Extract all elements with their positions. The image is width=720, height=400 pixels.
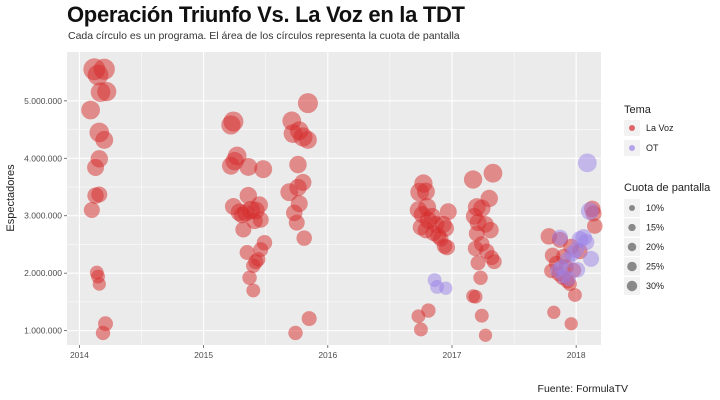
legend-size-swatch: [628, 223, 636, 232]
point-la-voz: [95, 325, 111, 341]
point-la-voz: [480, 189, 498, 208]
point-la-voz: [297, 93, 318, 114]
point-la-voz: [483, 163, 503, 183]
point-la-voz: [83, 201, 100, 218]
point-la-voz: [93, 58, 115, 80]
legend-size-swatch: [627, 261, 637, 272]
legend-size-label: 15%: [646, 223, 664, 233]
point-la-voz: [298, 130, 317, 149]
legend-size-swatch: [628, 204, 636, 212]
y-tick-label: 2.000.000: [24, 268, 62, 278]
point-la-voz: [466, 289, 481, 304]
point-la-voz: [486, 254, 502, 270]
chart-subtitle: Cada círculo es un programa. El área de …: [68, 30, 460, 42]
point-ot: [583, 250, 600, 267]
y-axis-title: Espectadores: [5, 164, 17, 232]
point-la-voz: [547, 305, 561, 319]
x-tick-label: 2014: [70, 350, 89, 360]
legend-color-title: Tema: [624, 104, 652, 116]
y-tick-label: 1.000.000: [24, 326, 62, 336]
point-la-voz: [439, 239, 456, 256]
legend-color-label: OT: [646, 143, 659, 153]
point-la-voz: [414, 322, 428, 337]
point-la-voz: [221, 156, 240, 175]
point-la-voz: [470, 255, 486, 271]
point-ot: [569, 261, 586, 278]
point-ot: [439, 281, 453, 295]
point-la-voz: [97, 82, 117, 102]
point-la-voz: [587, 218, 603, 234]
legend-size-swatch: [626, 280, 638, 292]
point-ot: [577, 153, 597, 173]
point-la-voz: [474, 308, 489, 323]
y-tick-label: 3.000.000: [24, 211, 62, 221]
point-la-voz: [92, 277, 106, 291]
point-ot: [552, 229, 569, 246]
plot-panel: [67, 52, 601, 345]
legend-size-label: 20%: [646, 242, 664, 252]
point-la-voz: [239, 157, 258, 176]
point-la-voz: [478, 328, 493, 342]
point-la-voz: [289, 155, 307, 174]
point-la-voz: [463, 170, 483, 189]
legend-size-label: 30%: [646, 281, 664, 291]
point-la-voz: [235, 221, 252, 238]
point-la-voz: [280, 183, 299, 202]
point-la-voz: [221, 115, 241, 135]
point-la-voz: [95, 130, 114, 149]
legend-color-swatch: [629, 145, 635, 151]
point-la-voz: [252, 211, 269, 228]
point-la-voz: [301, 311, 317, 327]
point-la-voz: [91, 186, 108, 203]
x-axis-ticks: 2014 2015 2016 2017 2018: [70, 345, 586, 360]
point-la-voz: [81, 100, 100, 120]
point-la-voz: [416, 182, 435, 201]
point-la-voz: [439, 203, 457, 221]
x-tick-label: 2016: [318, 350, 337, 360]
legend-size-label: 25%: [646, 262, 664, 272]
x-tick-label: 2017: [443, 350, 462, 360]
y-tick-label: 5.000.000: [24, 96, 62, 106]
x-tick-label: 2018: [567, 350, 586, 360]
point-la-voz: [254, 160, 273, 179]
y-tick-label: 4.000.000: [24, 153, 62, 163]
chart-caption: Fuente: FormulaTV: [537, 383, 628, 395]
point-la-voz: [567, 288, 582, 302]
legend-size-title: Cuota de pantalla: [624, 182, 711, 194]
point-la-voz: [288, 214, 305, 231]
point-la-voz: [242, 270, 257, 285]
chart-title: Operación Triunfo Vs. La Voz en la TDT: [67, 2, 465, 27]
data-points: [81, 58, 603, 342]
point-la-voz: [411, 309, 426, 324]
legend-size-label: 10%: [646, 203, 664, 213]
point-la-voz: [251, 196, 268, 214]
legend-color-swatch: [629, 125, 635, 131]
point-la-voz: [296, 230, 312, 246]
y-axis-ticks: 1.000.000 2.000.000 3.000.000 4.000.000 5.00…: [24, 96, 67, 336]
point-ot: [580, 202, 599, 221]
x-tick-label: 2015: [194, 350, 213, 360]
point-la-voz: [246, 283, 261, 298]
point-la-voz: [251, 252, 266, 267]
legend-color-label: La Voz: [646, 123, 674, 133]
point-la-voz: [288, 325, 303, 341]
point-la-voz: [482, 221, 499, 239]
legend: Tema La Voz OT Cuota de pantalla 10% 15% 20% 25…: [624, 104, 711, 295]
point-la-voz: [564, 317, 578, 331]
legend-size-swatch: [627, 242, 637, 252]
point-la-voz: [473, 270, 488, 285]
point-la-voz: [87, 158, 105, 176]
